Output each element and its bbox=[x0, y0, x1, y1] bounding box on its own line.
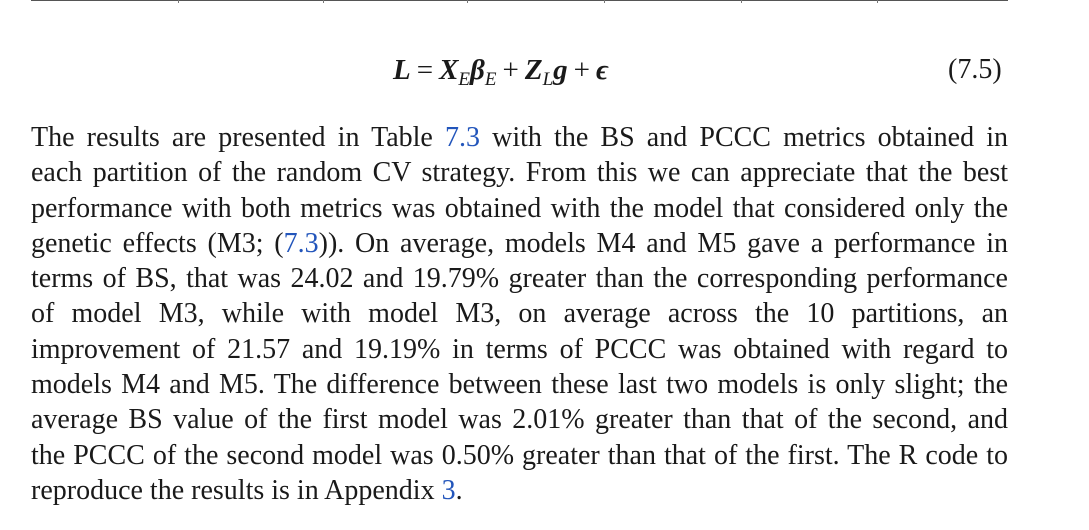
paragraph-line: genetic effects (M3; (7.3)). On average,… bbox=[31, 226, 1008, 261]
eq-term-epsilon: ϵ bbox=[596, 54, 609, 86]
table-column-tick bbox=[604, 0, 605, 3]
equation-formula: L = XEβE + ZLg + ϵ bbox=[393, 50, 609, 90]
paragraph-line: reproduce the results is in Appendix 3. bbox=[31, 473, 1008, 508]
paragraph-line: The results are presented in Table 7.3 w… bbox=[31, 120, 1008, 155]
table-column-tick bbox=[741, 0, 742, 3]
text-run: reproduce the results is in Appendix bbox=[31, 474, 442, 506]
equation-number: (7.5) bbox=[948, 54, 1002, 85]
eq-sub-e2: E bbox=[484, 69, 497, 90]
equation-block: L = XEβE + ZLg + ϵ (7.5) bbox=[0, 50, 1089, 90]
table-column-tick bbox=[877, 0, 878, 3]
eq-lhs: L bbox=[393, 54, 411, 86]
eq-plus-1: + bbox=[502, 54, 519, 86]
eq-equals: = bbox=[416, 54, 434, 86]
text-run: )). On average, models M4 and M5 gave a … bbox=[318, 227, 1008, 259]
paragraph-line: performance with both metrics was obtain… bbox=[31, 192, 1008, 224]
text-run: genetic effects (M3; ( bbox=[31, 227, 284, 259]
eq-sub-l: L bbox=[542, 69, 554, 90]
text-run: . bbox=[455, 474, 463, 506]
table-ref-link[interactable]: 7.3 bbox=[445, 122, 480, 153]
text-run: The results are presented in Table bbox=[31, 122, 445, 153]
paragraph-line: models M4 and M5. The difference between… bbox=[31, 369, 1008, 401]
paragraph-line: improvement of 21.57 and 19.19% in terms… bbox=[31, 333, 1008, 365]
paragraph-line: of model M3, while with model M3, on ave… bbox=[31, 298, 1008, 330]
appendix-ref-link[interactable]: 3 bbox=[441, 474, 456, 506]
equation-ref-link[interactable]: 7.3 bbox=[283, 227, 319, 259]
paragraph-line: each partition of the random CV strategy… bbox=[31, 157, 1008, 189]
text-run: with the BS and PCCC metrics obtained in bbox=[480, 122, 1008, 153]
eq-sub-e1: E bbox=[458, 69, 471, 90]
table-bottom-rule bbox=[31, 0, 1008, 1]
paragraph-line: the PCCC of the second model was 0.50% g… bbox=[31, 439, 1008, 471]
eq-term-beta: β bbox=[470, 54, 485, 86]
paragraph-line: terms of BS, that was 24.02 and 19.79% g… bbox=[31, 263, 1008, 295]
eq-term-g: g bbox=[553, 54, 568, 86]
body-paragraph: The results are presented in Table 7.3 w… bbox=[31, 120, 1008, 508]
eq-plus-2: + bbox=[573, 54, 591, 86]
eq-term-z: Z bbox=[524, 54, 543, 86]
table-column-tick bbox=[467, 0, 468, 3]
table-column-tick bbox=[323, 0, 324, 3]
eq-term-x: X bbox=[439, 54, 459, 86]
table-column-tick bbox=[178, 0, 179, 3]
paragraph-line: average BS value of the first model was … bbox=[31, 404, 1008, 436]
